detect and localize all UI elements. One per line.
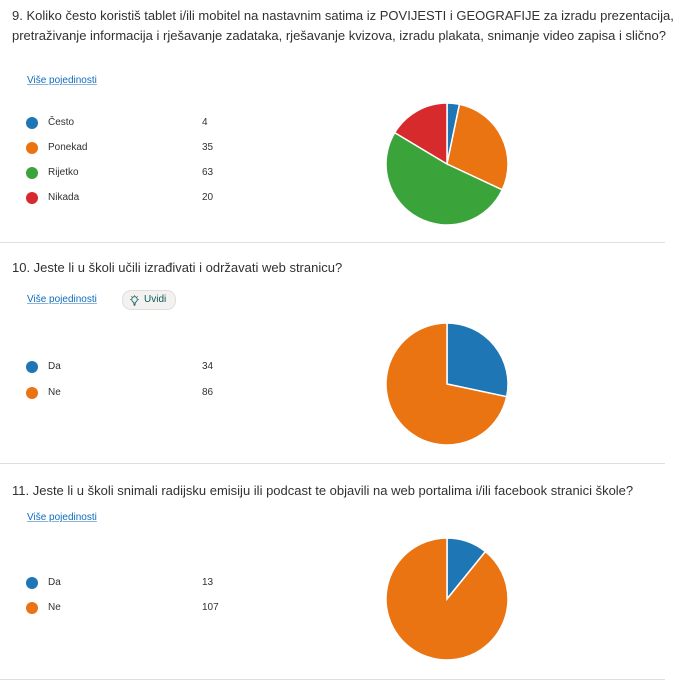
lightbulb-icon <box>130 294 139 306</box>
more-details-link-q11[interactable]: Više pojedinosti <box>27 512 97 523</box>
divider <box>0 679 665 680</box>
legend-count: 63 <box>202 167 214 178</box>
legend-count: 35 <box>202 142 214 153</box>
legend-label: Često <box>48 117 75 128</box>
legend-dot <box>26 387 38 399</box>
legend-count: 20 <box>202 192 214 203</box>
legend-label: Ponekad <box>48 142 88 153</box>
more-details-link-q9[interactable]: Više pojedinosti <box>27 75 97 86</box>
pie-chart-q10 <box>385 322 509 446</box>
legend-label: Ne <box>48 602 61 613</box>
legend-label: Rijetko <box>48 167 79 178</box>
divider <box>0 463 665 464</box>
legend-count: 13 <box>202 577 214 588</box>
pie-slice-ponekad <box>446 103 509 191</box>
legend-item-yes: Da 34 <box>24 359 224 375</box>
legend-count: 34 <box>202 361 214 372</box>
legend-item-no: Ne 86 <box>24 385 224 401</box>
question-11-title: 11. Jeste li u školi snimali radijsku em… <box>12 483 634 498</box>
legend-dot <box>26 577 38 589</box>
legend-dot <box>26 117 38 129</box>
legend-item-never: Nikada 20 <box>24 190 224 206</box>
pie-chart-q9 <box>385 102 509 226</box>
insights-button[interactable]: Uvidi <box>122 290 177 310</box>
legend-label: Ne <box>48 387 61 398</box>
divider <box>0 242 665 243</box>
legend-label: Da <box>48 577 61 588</box>
legend-label: Nikada <box>48 192 80 203</box>
pie-slice-rijetko <box>385 131 504 226</box>
legend-dot <box>26 142 38 154</box>
legend-item-rarely: Rijetko 63 <box>24 165 224 181</box>
pie-slice-ne <box>385 322 508 446</box>
legend-dot <box>26 361 38 373</box>
legend-dot <box>26 192 38 204</box>
legend-label: Da <box>48 361 61 372</box>
pie-chart-q11 <box>385 537 509 661</box>
legend-count: 107 <box>202 602 219 613</box>
pie-slice-ne <box>385 537 509 661</box>
legend-item-yes: Da 13 <box>24 575 224 591</box>
question-10-title: 10. Jeste li u školi učili izrađivati i … <box>12 260 343 275</box>
more-details-link-q10[interactable]: Više pojedinosti <box>27 294 97 305</box>
legend-dot <box>26 167 38 179</box>
legend-dot <box>26 602 38 614</box>
insights-label: Uvidi <box>144 294 167 305</box>
legend-item-no: Ne 107 <box>24 600 224 616</box>
pie-slice-nikada <box>393 102 448 166</box>
question-9-title: 9. Koliko često koristiš tablet i/ili mo… <box>12 8 674 43</box>
pie-slice-da <box>446 322 509 398</box>
legend-count: 4 <box>202 117 208 128</box>
legend-count: 86 <box>202 387 214 398</box>
legend-item-often: Često 4 <box>24 115 224 131</box>
legend-item-sometimes: Ponekad 35 <box>24 140 224 156</box>
